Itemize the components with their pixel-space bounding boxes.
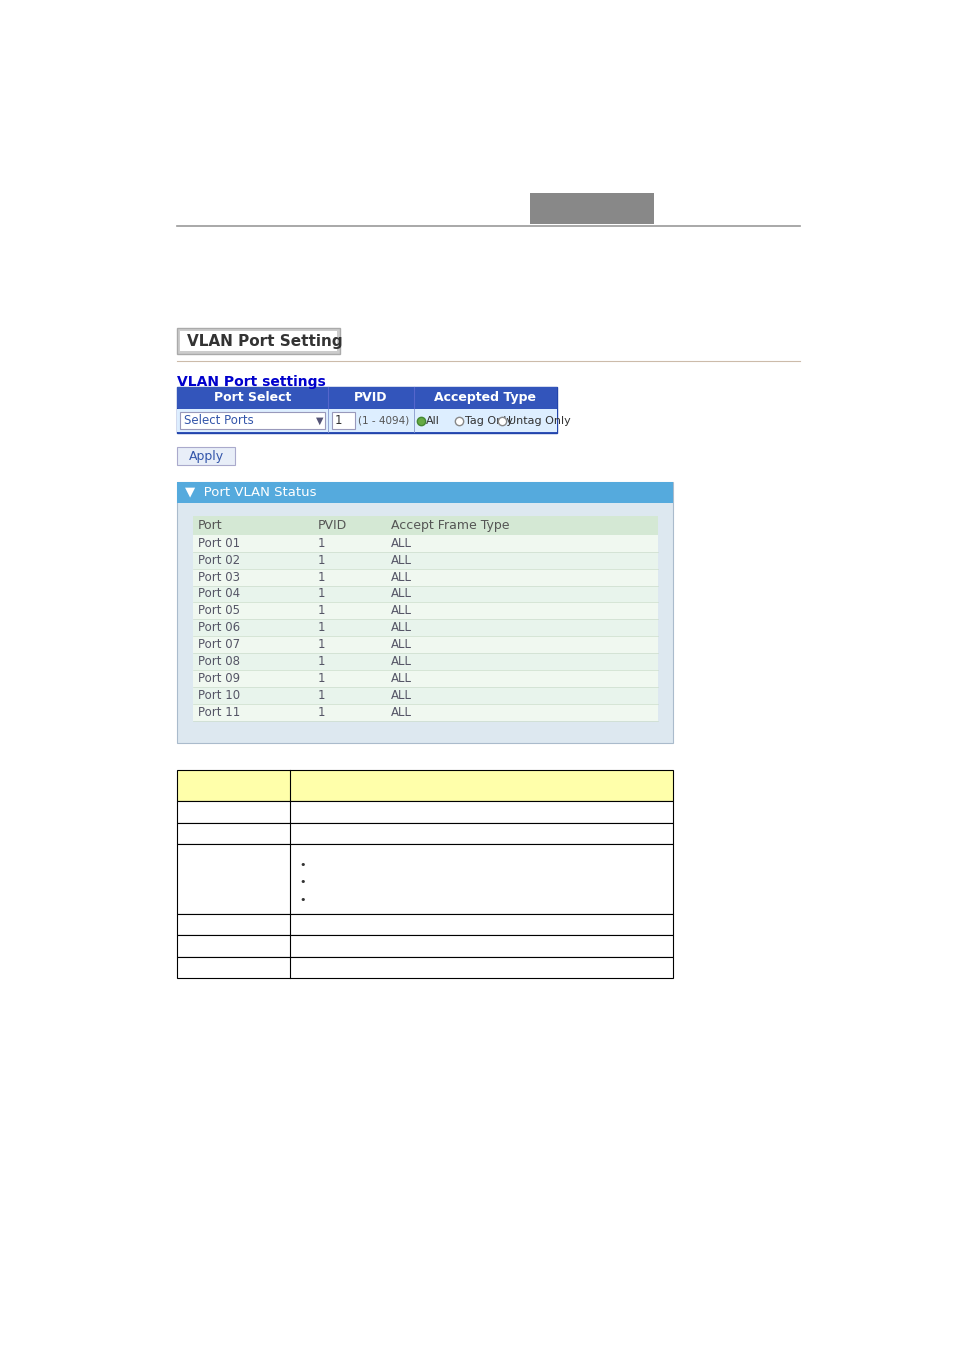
Text: ALL: ALL	[391, 706, 412, 720]
Bar	[177, 801, 673, 822]
Text: Select Ports: Select Ports	[184, 414, 253, 427]
Text: ALL: ALL	[391, 655, 412, 668]
Bar	[177, 957, 673, 979]
Text: PVID: PVID	[354, 392, 388, 404]
Text: Port 02: Port 02	[197, 554, 239, 567]
Bar	[193, 535, 658, 552]
Text: VLAN Port Setting: VLAN Port Setting	[187, 335, 342, 350]
Bar	[177, 822, 673, 844]
Bar	[177, 844, 673, 914]
Text: 1: 1	[317, 688, 325, 702]
Text: Accept Frame Type: Accept Frame Type	[391, 518, 509, 532]
Text: Port 09: Port 09	[197, 672, 239, 686]
Bar	[177, 771, 673, 801]
Bar	[177, 482, 673, 744]
Bar	[193, 568, 658, 586]
Text: Port 11: Port 11	[197, 706, 239, 720]
Bar	[193, 687, 658, 705]
Text: Apply: Apply	[189, 450, 224, 463]
Bar	[177, 482, 673, 504]
Text: Port 03: Port 03	[197, 571, 239, 583]
Bar	[193, 586, 658, 602]
Text: 1: 1	[317, 554, 325, 567]
Text: Port: Port	[197, 518, 222, 532]
Text: 1: 1	[317, 621, 325, 634]
Bar	[193, 653, 658, 670]
Bar	[180, 331, 336, 351]
Text: 1: 1	[317, 537, 325, 549]
Text: ALL: ALL	[391, 639, 412, 651]
Text: 1: 1	[317, 587, 325, 601]
Bar	[177, 387, 557, 409]
Bar	[193, 670, 658, 687]
Bar	[193, 552, 658, 568]
Text: •: •	[298, 895, 305, 905]
Text: ALL: ALL	[391, 688, 412, 702]
Text: Port 08: Port 08	[197, 655, 239, 668]
Text: ▼  Port VLAN Status: ▼ Port VLAN Status	[185, 486, 316, 500]
Text: Port 10: Port 10	[197, 688, 239, 702]
Bar	[180, 412, 325, 429]
Text: 1: 1	[335, 414, 342, 427]
Text: ALL: ALL	[391, 672, 412, 686]
Text: All: All	[426, 416, 439, 425]
Text: Untag Only: Untag Only	[507, 416, 570, 425]
Bar	[177, 328, 340, 355]
Text: Accepted Type: Accepted Type	[434, 392, 536, 404]
Bar	[530, 193, 654, 224]
Bar	[193, 620, 658, 636]
Text: ALL: ALL	[391, 537, 412, 549]
Text: Port 01: Port 01	[197, 537, 239, 549]
Text: (1 - 4094): (1 - 4094)	[357, 416, 409, 425]
Text: Port 07: Port 07	[197, 639, 239, 651]
Text: 1: 1	[317, 706, 325, 720]
Text: ALL: ALL	[391, 587, 412, 601]
Text: •: •	[298, 860, 305, 869]
Bar	[193, 636, 658, 653]
Bar	[193, 602, 658, 620]
Text: 1: 1	[317, 639, 325, 651]
Text: Port 06: Port 06	[197, 621, 239, 634]
Text: 1: 1	[317, 672, 325, 686]
Text: •: •	[298, 878, 305, 887]
Bar	[193, 705, 658, 721]
Text: PVID: PVID	[317, 518, 347, 532]
Bar	[177, 387, 557, 433]
Bar	[193, 516, 658, 535]
Bar	[177, 409, 557, 432]
Text: ALL: ALL	[391, 571, 412, 583]
Bar	[332, 412, 355, 429]
Text: ALL: ALL	[391, 554, 412, 567]
Text: ALL: ALL	[391, 621, 412, 634]
Bar	[177, 914, 673, 936]
Text: Port Select: Port Select	[214, 392, 292, 404]
Text: 1: 1	[317, 605, 325, 617]
Text: ALL: ALL	[391, 605, 412, 617]
Bar	[177, 936, 673, 957]
Bar	[177, 447, 235, 466]
Text: 1: 1	[317, 571, 325, 583]
Text: ▼: ▼	[315, 416, 323, 425]
Text: VLAN Port settings: VLAN Port settings	[177, 375, 326, 389]
Text: Port 05: Port 05	[197, 605, 239, 617]
Text: Tag Only: Tag Only	[464, 416, 513, 425]
Text: Port 04: Port 04	[197, 587, 239, 601]
Text: 1: 1	[317, 655, 325, 668]
